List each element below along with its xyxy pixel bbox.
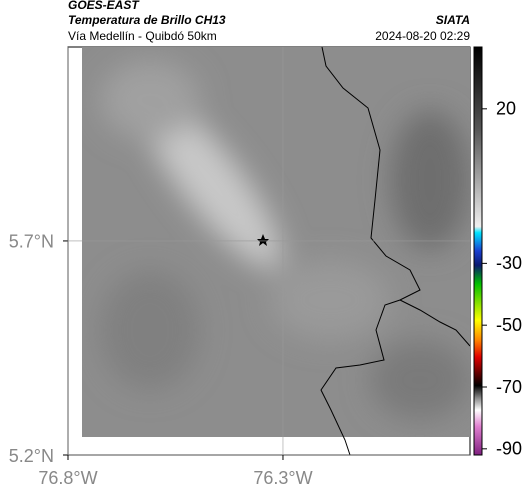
border-line [320,46,421,456]
location-marker [257,234,269,246]
lat-tick-label: 5.2°N [9,446,54,466]
colorbar-label: -70 [496,377,522,397]
colorbar-label: 20 [496,99,516,119]
brightness-image [82,47,470,437]
colorbar-label: -90 [496,439,522,459]
lat-tick-label: 5.7°N [9,232,54,252]
title: GOES-EAST [68,0,140,12]
colorbar-label: -30 [496,253,522,273]
lon-tick-label: 76.8°W [38,468,97,488]
datetime: 2024-08-20 02:29 [375,29,470,43]
source: SIATA [436,13,470,27]
region: Vía Medellín - Quibdó 50km [68,29,217,43]
border-line [399,299,471,347]
subtitle: Temperatura de Brillo CH13 [68,13,226,27]
colorbar [473,46,483,456]
lon-tick-label: 76.3°W [253,468,312,488]
colorbar-label: -50 [496,315,522,335]
